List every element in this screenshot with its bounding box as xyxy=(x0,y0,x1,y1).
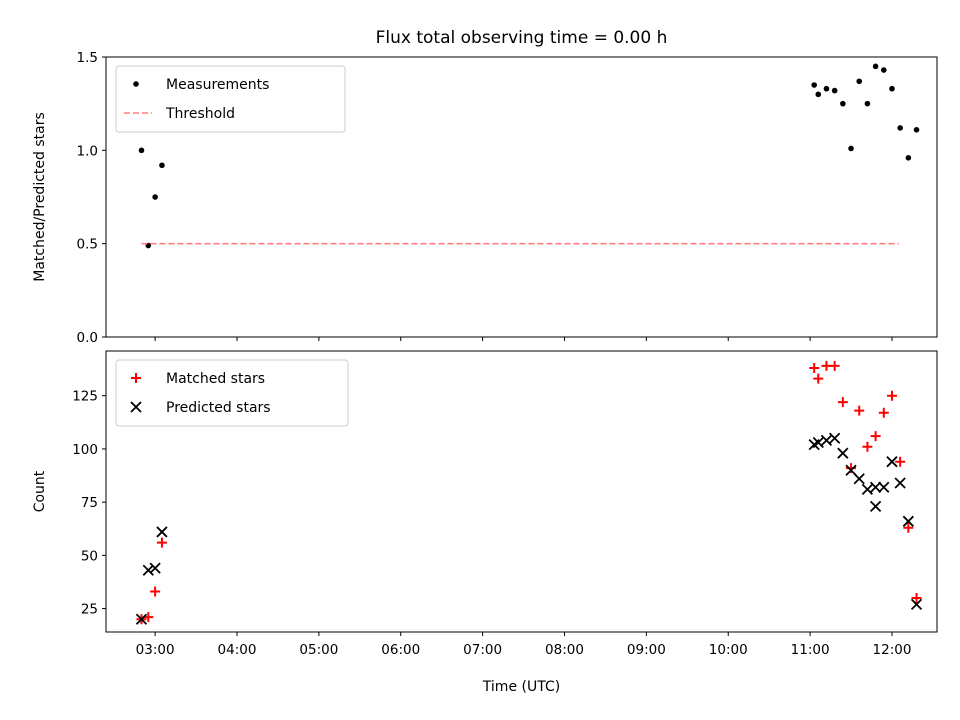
x-axis-label: Time (UTC) xyxy=(482,679,560,695)
legend-marker-predicted xyxy=(130,401,142,413)
predicted-stars-point xyxy=(894,477,906,489)
matched-stars-point xyxy=(846,463,857,474)
measurement-point xyxy=(889,85,895,92)
predicted-stars-point xyxy=(886,456,898,468)
predicted-stars-point xyxy=(869,500,882,513)
measurement-point xyxy=(880,67,887,73)
legend-marker-measurements xyxy=(133,81,139,87)
x-tick-label: 05:00 xyxy=(299,642,338,658)
predicted-stars-point xyxy=(861,483,874,496)
legend-label: Matched stars xyxy=(166,371,265,387)
y-tick-label: 125 xyxy=(72,389,98,405)
predicted-stars-point xyxy=(149,562,161,574)
axes-frame xyxy=(105,350,938,633)
legend-box xyxy=(115,65,346,133)
predicted-stars-point xyxy=(845,464,857,476)
legend: Measurements Threshold xyxy=(115,65,346,133)
matched-stars-point xyxy=(895,456,906,467)
matched-stars-point xyxy=(829,360,840,371)
measurement-point xyxy=(905,155,912,161)
x-tick-label: 06:00 xyxy=(381,642,420,658)
x-tick-label: 09:00 xyxy=(627,642,666,658)
measurement-point xyxy=(823,85,830,92)
predicted-stars-point xyxy=(910,598,923,610)
x-tick-label: 12:00 xyxy=(873,642,912,658)
predicted-stars-point xyxy=(135,613,148,625)
y-tick-label: 100 xyxy=(72,442,98,458)
legend: Matched stars Predicted stars xyxy=(115,359,349,427)
x-tick-label: 04:00 xyxy=(218,642,257,658)
measurement-point xyxy=(811,82,817,88)
panel-2: 25 50 75 100 125 03:00 04:00 05:00 06:00 07:00 08:… xyxy=(32,350,938,695)
y-tick-label: 0.0 xyxy=(77,330,98,346)
measurement-point xyxy=(840,100,846,107)
matched-stars-point xyxy=(886,390,897,401)
y-tick-label: 25 xyxy=(81,602,98,618)
matched-stars-point xyxy=(878,407,889,418)
matched-stars-point xyxy=(143,612,154,623)
y-tick-label: 1.0 xyxy=(77,143,98,159)
x-tick-label: 08:00 xyxy=(545,642,584,658)
matched-stars-point xyxy=(150,586,161,597)
x-tick-label: 03:00 xyxy=(136,642,175,658)
matched-stars-point xyxy=(156,537,167,548)
predicted-stars-point xyxy=(812,436,824,449)
measurement-point xyxy=(864,100,871,107)
predicted-stars-point xyxy=(156,526,168,538)
axes-frame xyxy=(105,56,938,338)
legend-label: Measurements xyxy=(166,77,269,93)
matched-stars-point xyxy=(911,592,922,603)
y-tick-label: 75 xyxy=(81,495,98,511)
y-tick-label: 1.5 xyxy=(77,50,98,66)
measurement-point xyxy=(152,194,158,200)
predicted-stars-point xyxy=(829,432,841,444)
measurement-point xyxy=(872,63,879,70)
matched-stars-point xyxy=(862,441,873,452)
legend-marker-matched xyxy=(131,373,141,383)
measurement-point xyxy=(913,127,920,133)
predicted-stars-point xyxy=(142,564,154,576)
x-tick-label: 11:00 xyxy=(791,642,830,658)
measurement-point xyxy=(856,78,863,85)
measurement-point xyxy=(159,162,165,169)
matched-stars-point xyxy=(854,405,865,416)
measurement-point xyxy=(831,87,838,94)
series-predicted-stars xyxy=(135,432,923,625)
x-tick-label: 07:00 xyxy=(463,642,502,658)
legend-label: Threshold xyxy=(165,106,235,122)
measurement-point xyxy=(815,91,822,98)
matched-stars-point xyxy=(903,522,914,533)
measurement-point xyxy=(138,147,145,154)
legend-box xyxy=(115,359,349,427)
matched-stars-point xyxy=(837,397,848,408)
predicted-stars-point xyxy=(837,447,849,459)
predicted-stars-point xyxy=(820,434,833,447)
matched-stars-point xyxy=(809,363,820,374)
chart-title: Flux total observing time = 0.00 h xyxy=(376,28,668,48)
y-tick-label: 0.5 xyxy=(77,237,98,253)
matched-stars-point xyxy=(870,431,881,442)
measurement-point xyxy=(848,145,854,152)
predicted-stars-point xyxy=(878,481,890,493)
predicted-stars-point xyxy=(869,481,882,493)
measurement-point xyxy=(897,125,903,131)
x-tick-label: 10:00 xyxy=(709,642,748,658)
legend-label: Predicted stars xyxy=(166,400,271,416)
matched-stars-point xyxy=(813,373,824,384)
predicted-stars-point xyxy=(902,515,914,527)
y-tick-label: 50 xyxy=(81,548,98,564)
panel-1: 0.0 0.5 1.0 1.5 Flux total observing time = … xyxy=(32,28,938,346)
y-axis-label: Matched/Predicted stars xyxy=(32,112,48,282)
y-axis-label: Count xyxy=(32,470,48,512)
predicted-stars-point xyxy=(853,473,865,485)
